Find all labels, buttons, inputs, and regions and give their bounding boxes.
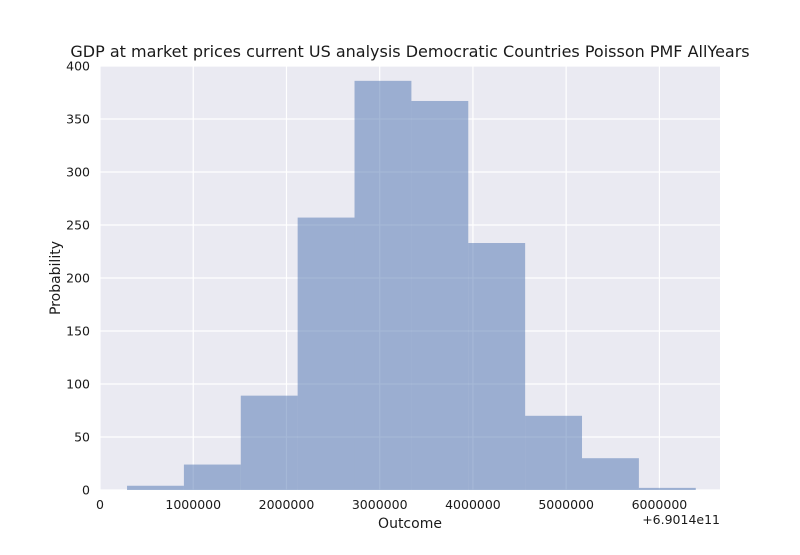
y-tick-label: 250 — [66, 218, 90, 233]
x-axis-label: Outcome — [378, 516, 442, 532]
y-tick-label: 400 — [66, 59, 90, 74]
y-tick-label: 100 — [66, 377, 90, 392]
chart-title: GDP at market prices current US analysis… — [70, 42, 749, 61]
histogram-bar-4 — [297, 217, 355, 490]
y-tick-label: 350 — [66, 112, 90, 127]
histogram-bar-5 — [354, 80, 412, 490]
x-tick-label: 4000000 — [445, 497, 501, 512]
x-tick-label: 1000000 — [165, 497, 221, 512]
x-tick-label: 5000000 — [538, 497, 594, 512]
histogram-bar-9 — [582, 458, 639, 490]
y-tick-label: 300 — [66, 165, 90, 180]
x-tick-labels: 0 1000000 2000000 3000000 4000000 5000000 6000… — [96, 497, 687, 512]
histogram-bar-10 — [638, 487, 696, 490]
y-tick-label: 150 — [66, 324, 90, 339]
y-tick-labels: 0 50 100 150 200 250 300 350 400 — [66, 59, 90, 498]
histogram-bar-7 — [468, 243, 526, 490]
y-tick-label: 0 — [82, 483, 90, 498]
histogram-bar-1 — [127, 485, 184, 490]
x-tick-label: 0 — [96, 497, 104, 512]
histogram-bar-3 — [240, 395, 298, 490]
x-tick-label: 6000000 — [632, 497, 688, 512]
y-tick-label: 200 — [66, 271, 90, 286]
histogram-bar-2 — [183, 464, 241, 490]
y-axis-label: Probability — [48, 241, 64, 315]
x-tick-label: 2000000 — [259, 497, 315, 512]
histogram-bar-6 — [411, 100, 469, 490]
x-axis-offset-label: +6.9014e11 — [642, 512, 720, 527]
histogram-bars — [127, 80, 696, 490]
y-tick-label: 50 — [74, 430, 90, 445]
x-tick-label: 3000000 — [352, 497, 408, 512]
histogram-bar-8 — [525, 415, 583, 490]
